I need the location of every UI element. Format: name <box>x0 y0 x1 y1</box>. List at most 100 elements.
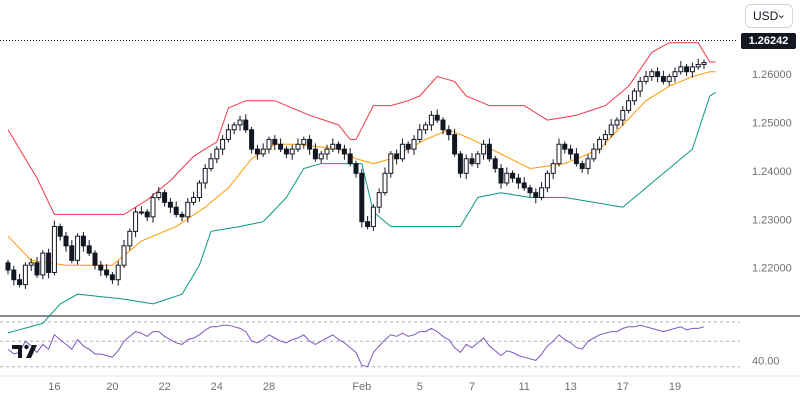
candle-body <box>428 114 434 126</box>
candle-body <box>104 269 110 276</box>
candle-body <box>249 129 255 150</box>
candle-body <box>481 143 487 155</box>
candle-body <box>626 100 632 111</box>
candle-body <box>254 148 260 155</box>
candle-body <box>301 138 307 145</box>
candle-body <box>51 226 57 273</box>
candle-body <box>423 124 429 131</box>
candle-body <box>150 196 156 218</box>
price-axis-label: 1.25000 <box>752 118 792 130</box>
candle-body <box>660 76 666 82</box>
candle-body <box>510 172 516 179</box>
candle-body <box>399 143 405 160</box>
candle-body <box>40 252 46 276</box>
candle-body <box>336 143 342 150</box>
candle-body <box>579 163 585 169</box>
candle-body <box>185 201 191 218</box>
candle-body <box>138 211 144 214</box>
candle-body <box>573 153 579 165</box>
candle-body <box>196 182 202 198</box>
candle-body <box>550 163 556 174</box>
tradingview-logo[interactable] <box>10 340 44 360</box>
candle-body <box>695 63 701 68</box>
time-axis-label: 17 <box>617 381 629 393</box>
candle-body <box>376 192 382 208</box>
candle-body <box>243 119 249 131</box>
time-axis-label: 11 <box>518 381 529 393</box>
price-axis-label: 1.24000 <box>752 166 792 178</box>
candle-body <box>446 129 452 136</box>
candle-body <box>237 119 243 126</box>
time-axis-label: 28 <box>263 381 275 393</box>
candle-body <box>86 245 92 254</box>
candle-body <box>486 143 492 160</box>
time-axis-label: 16 <box>48 381 60 393</box>
candle-body <box>411 138 417 150</box>
candle-body <box>34 262 40 276</box>
time-axis-label: Feb <box>352 381 371 393</box>
price-axis-label: 1.26000 <box>752 69 792 81</box>
candle-body <box>214 148 220 160</box>
candle-body <box>225 129 231 140</box>
candle-body <box>133 211 139 232</box>
candle-body <box>405 143 411 150</box>
candle-body <box>359 172 365 223</box>
candle-body <box>452 134 458 155</box>
candle-body <box>388 153 394 174</box>
candle-body <box>272 138 278 145</box>
candle-body <box>162 192 168 203</box>
candle-body <box>318 153 324 160</box>
candle-body <box>608 124 614 136</box>
chevron-down-icon: ⌄ <box>776 9 786 21</box>
candle-body <box>283 148 289 155</box>
currency-dropdown[interactable]: USD ⌄ <box>745 4 793 28</box>
candle-body <box>544 172 550 189</box>
candle-body <box>179 213 185 218</box>
candle-body <box>649 71 655 78</box>
candle-body <box>341 148 347 155</box>
candle-body <box>330 143 336 150</box>
candle-body <box>347 153 353 165</box>
rsi-axis-label: 40.00 <box>752 355 780 367</box>
candle-body <box>370 206 376 228</box>
candle-body <box>260 148 266 155</box>
candle-body <box>568 148 574 155</box>
logo-t-shape <box>12 345 22 358</box>
price-axis-label: 1.23000 <box>752 214 792 226</box>
candle-body <box>539 187 545 198</box>
candle-body <box>678 66 684 73</box>
candle-body <box>637 80 643 92</box>
candle-body <box>295 143 301 150</box>
candle-body <box>353 163 359 174</box>
time-axis-label: 7 <box>469 381 475 393</box>
rsi-line <box>7 324 705 368</box>
candle-body <box>115 264 121 281</box>
candle-body <box>98 264 104 271</box>
candle-body <box>307 138 313 150</box>
candle-body <box>63 235 69 247</box>
candle-body <box>527 187 533 194</box>
candle-body <box>620 109 626 121</box>
candle-body <box>504 172 510 184</box>
candle-body <box>80 235 86 247</box>
candle-body <box>109 274 115 281</box>
time-axis-label: 22 <box>158 381 170 393</box>
candle-body <box>631 90 637 102</box>
candle-body <box>515 177 521 184</box>
candle-body <box>92 252 98 266</box>
candle-body <box>394 153 400 160</box>
candle-body <box>208 158 214 169</box>
candle-body <box>701 62 707 65</box>
candle-body <box>585 158 591 169</box>
candle-body <box>266 138 272 150</box>
candle-body <box>121 245 127 266</box>
candle-body <box>17 279 23 286</box>
candle-body <box>312 148 318 160</box>
candle-body <box>191 196 197 203</box>
middle-bollinger-band <box>7 71 716 266</box>
candle-body <box>127 230 133 247</box>
candle-body <box>666 76 672 82</box>
candle-body <box>556 143 562 165</box>
candle-body <box>672 71 678 78</box>
